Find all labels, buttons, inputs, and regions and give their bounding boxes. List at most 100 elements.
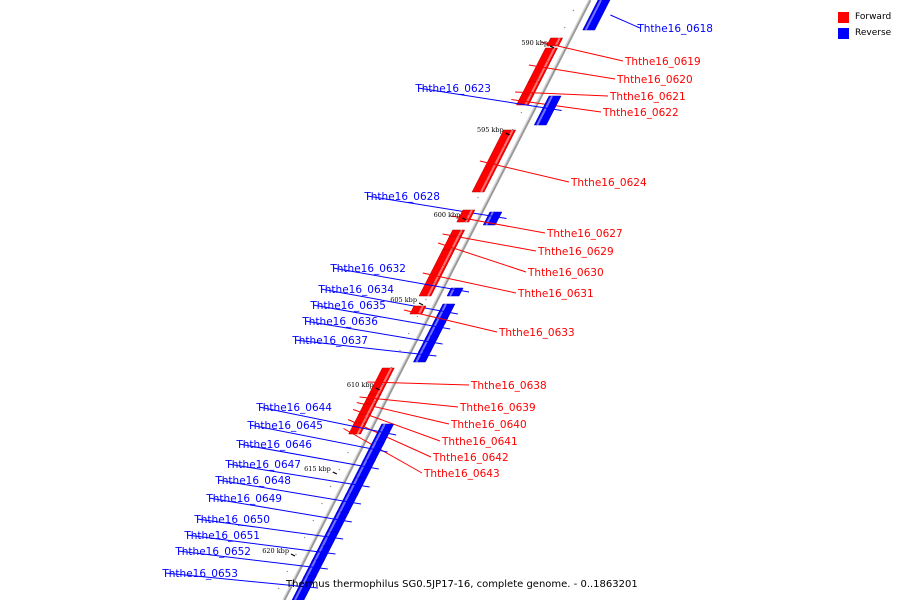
scale-tick-mark xyxy=(375,387,380,391)
gene-label[interactable]: Ththe16_0640 xyxy=(450,419,527,431)
gene-Ththe16_0649[interactable]: Ththe16_0649 xyxy=(205,493,352,533)
scale-tick: 610 kbp xyxy=(347,381,380,391)
gene-Ththe16_0627[interactable]: Ththe16_0627 xyxy=(451,209,623,240)
reverse-swatch xyxy=(838,27,849,39)
gene-arrow-highlight xyxy=(480,129,514,193)
gene-Ththe16_0650[interactable]: Ththe16_0650 xyxy=(193,514,344,547)
minor-tick xyxy=(321,502,323,505)
minor-tick xyxy=(511,128,514,131)
gene-label[interactable]: Ththe16_0631 xyxy=(517,288,594,300)
gene-Ththe16_0635[interactable]: Ththe16_0635 xyxy=(309,300,451,341)
gene-Ththe16_0639[interactable]: Ththe16_0639 xyxy=(359,393,536,414)
minor-tick xyxy=(277,587,280,590)
gene-arrow[interactable] xyxy=(527,47,558,83)
gene-Ththe16_0624[interactable]: Ththe16_0624 xyxy=(471,129,647,193)
minor-tick xyxy=(563,26,566,29)
gene-Ththe16_0647[interactable]: Ththe16_0647 xyxy=(224,459,370,497)
gene-arrow[interactable] xyxy=(412,349,432,363)
legend-forward-label: Forward xyxy=(855,12,892,22)
gene-label[interactable]: Ththe16_0628 xyxy=(363,191,440,203)
gene-Ththe16_0622[interactable]: Ththe16_0622 xyxy=(511,93,679,119)
gene-Ththe16_0619[interactable]: Ththe16_0619 xyxy=(540,37,701,68)
minor-tick xyxy=(442,264,445,267)
gene-label[interactable]: Ththe16_0621 xyxy=(609,91,686,103)
gene-arrow[interactable] xyxy=(291,575,317,600)
gene-label[interactable]: Ththe16_0619 xyxy=(624,56,701,68)
gene-label[interactable]: Ththe16_0636 xyxy=(301,316,378,328)
gene-Ththe16_0633[interactable]: Ththe16_0633 xyxy=(403,305,575,339)
scale-tick-mark xyxy=(290,553,296,557)
gene-label[interactable]: Ththe16_0624 xyxy=(570,177,647,189)
gene-Ththe16_0628[interactable]: Ththe16_0628 xyxy=(363,191,507,226)
minor-tick xyxy=(355,434,358,437)
gene-arrow[interactable] xyxy=(582,0,611,31)
gene-label[interactable]: Ththe16_0623 xyxy=(414,83,491,95)
legend-item-reverse: Reverse xyxy=(838,25,891,41)
gene-Ththe16_0623[interactable]: Ththe16_0623 xyxy=(414,83,562,126)
gene-Ththe16_0632[interactable]: Ththe16_0632 xyxy=(329,263,470,297)
gene-Ththe16_0640[interactable]: Ththe16_0640 xyxy=(356,398,527,431)
gene-label[interactable]: Ththe16_0651 xyxy=(183,530,260,542)
gene-label[interactable]: Ththe16_0649 xyxy=(205,493,282,505)
gene-label[interactable]: Ththe16_0618 xyxy=(636,23,713,35)
gene-label[interactable]: Ththe16_0642 xyxy=(432,452,509,464)
gene-label[interactable]: Ththe16_0652 xyxy=(174,546,251,558)
gene-leader-line xyxy=(451,215,546,234)
gene-label[interactable]: Ththe16_0634 xyxy=(317,284,394,296)
gene-label[interactable]: Ththe16_0643 xyxy=(423,468,500,480)
gene-leader-line xyxy=(294,339,437,357)
scale-tick: 600 kbp xyxy=(434,211,467,221)
gene-Ththe16_0634[interactable]: Ththe16_0634 xyxy=(317,284,458,325)
gene-label[interactable]: Ththe16_0629 xyxy=(537,246,614,258)
forward-swatch xyxy=(838,11,849,23)
gene-label[interactable]: Ththe16_0653 xyxy=(161,568,238,580)
gene-arrow-highlight xyxy=(337,493,350,515)
gene-Ththe16_0652[interactable]: Ththe16_0652 xyxy=(174,546,328,579)
gene-arrow[interactable] xyxy=(533,95,562,126)
gene-arrow[interactable] xyxy=(456,209,476,223)
gene-arrow-highlight xyxy=(417,305,424,315)
gene-label[interactable]: Ththe16_0630 xyxy=(527,267,604,279)
gene-arrow[interactable] xyxy=(471,129,517,193)
gene-label[interactable]: Ththe16_0627 xyxy=(546,228,623,240)
gene-label[interactable]: Ththe16_0638 xyxy=(470,380,547,392)
gene-Ththe16_0645[interactable]: Ththe16_0645 xyxy=(246,420,388,463)
minor-tick xyxy=(416,315,419,318)
gene-label[interactable]: Ththe16_0646 xyxy=(235,439,312,451)
gene-label[interactable]: Ththe16_0650 xyxy=(193,514,270,526)
gene-label[interactable]: Ththe16_0648 xyxy=(214,475,291,487)
gene-label[interactable]: Ththe16_0647 xyxy=(224,459,301,471)
minor-tick xyxy=(520,111,523,114)
gene-label[interactable]: Ththe16_0641 xyxy=(441,436,518,448)
gene-leader-line xyxy=(417,87,562,111)
gene-Ththe16_0653[interactable]: Ththe16_0653 xyxy=(161,568,319,600)
gene-leader-line xyxy=(320,288,458,315)
gene-label[interactable]: Ththe16_0632 xyxy=(329,263,406,275)
gene-label[interactable]: Ththe16_0645 xyxy=(246,420,323,432)
gene-Ththe16_0618[interactable]: Ththe16_0618 xyxy=(582,0,713,35)
gene-leader-line xyxy=(164,572,319,589)
scale-tick-label: 620 kbp xyxy=(262,547,289,555)
gene-label[interactable]: Ththe16_0633 xyxy=(498,327,575,339)
gene-Ththe16_0637[interactable]: Ththe16_0637 xyxy=(291,335,437,363)
gene-label[interactable]: Ththe16_0635 xyxy=(309,300,386,312)
gene-label[interactable]: Ththe16_0639 xyxy=(459,402,536,414)
gene-label[interactable]: Ththe16_0620 xyxy=(616,74,693,86)
gene-Ththe16_0636[interactable]: Ththe16_0636 xyxy=(301,316,443,353)
minor-tick xyxy=(425,298,427,301)
gene-leader-line xyxy=(332,267,470,293)
gene-arrow[interactable] xyxy=(482,211,503,226)
gene-Ththe16_0638[interactable]: Ththe16_0638 xyxy=(367,367,547,397)
gene-label[interactable]: Ththe16_0622 xyxy=(602,107,679,119)
gene-Ththe16_0648[interactable]: Ththe16_0648 xyxy=(214,475,362,515)
gene-Ththe16_0651[interactable]: Ththe16_0651 xyxy=(183,530,336,563)
gene-leader-line xyxy=(403,309,498,333)
gene-label[interactable]: Ththe16_0637 xyxy=(291,335,368,347)
gene-Ththe16_0620[interactable]: Ththe16_0620 xyxy=(527,47,693,86)
gene-Ththe16_0646[interactable]: Ththe16_0646 xyxy=(235,439,379,479)
gene-Ththe16_0630[interactable]: Ththe16_0630 xyxy=(437,235,604,279)
gene-leader-line xyxy=(610,14,641,29)
gene-arrow-highlight xyxy=(294,575,309,600)
gene-label[interactable]: Ththe16_0644 xyxy=(255,402,332,414)
